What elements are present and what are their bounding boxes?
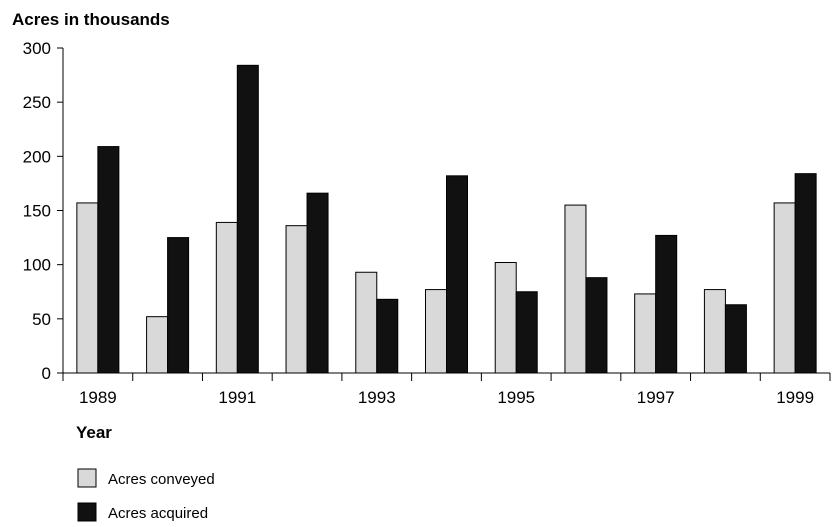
bar-acres-acquired-1993 (376, 298, 399, 374)
y-tick-label: 200 (23, 147, 51, 166)
bar-acres-conveyed-1990 (146, 316, 169, 374)
bar-acres-acquired-1989 (97, 146, 120, 374)
bar-acres-acquired-1999 (794, 173, 817, 374)
bar-acres-conveyed-1994 (425, 289, 447, 374)
legend-label: Acres conveyed (108, 471, 215, 488)
y-tick-label: 300 (23, 39, 51, 58)
legend-swatch (77, 468, 97, 488)
y-axis-title: Acres in thousands (12, 10, 170, 29)
bar-acres-conveyed-1998 (703, 289, 726, 374)
bar-acres-conveyed-1997 (634, 293, 657, 374)
x-tick-label: 1991 (218, 388, 256, 407)
bar-acres-acquired-1998 (724, 304, 747, 374)
x-tick-label: 1999 (776, 388, 814, 407)
x-tick-label: 1993 (358, 388, 396, 407)
bar-acres-acquired-1995 (515, 291, 538, 374)
bar-acres-acquired-1991 (236, 64, 259, 374)
x-tick-label: 1997 (637, 388, 675, 407)
bar-acres-conveyed-1999 (773, 202, 796, 374)
bar-acres-conveyed-1995 (494, 262, 517, 374)
y-tick-label: 0 (42, 364, 51, 383)
x-axis-title: Year (76, 423, 112, 442)
bar-acres-acquired-1997 (655, 234, 678, 374)
bar-acres-acquired-1992 (306, 192, 329, 374)
bar-acres-acquired-1996 (585, 277, 608, 374)
bar-acres-conveyed-1992 (285, 225, 308, 374)
x-tick-label: 1989 (79, 388, 117, 407)
y-tick-label: 50 (32, 310, 51, 329)
bar-acres-conveyed-1996 (564, 204, 587, 374)
legend-label: Acres acquired (108, 505, 208, 522)
x-tick-label: 1995 (497, 388, 535, 407)
bar-acres-conveyed-1991 (215, 221, 238, 374)
legend: Acres conveyed Acres acquired (77, 468, 215, 522)
bar-acres-conveyed-1989 (76, 202, 99, 374)
y-tick-label: 100 (23, 256, 51, 275)
bars (76, 64, 817, 374)
x-axis: 1989 1991 1993 1995 1997 1999 (62, 372, 831, 407)
y-tick-label: 250 (23, 93, 51, 112)
legend-swatch (77, 502, 97, 522)
y-tick-label: 150 (23, 202, 51, 221)
y-axis: 0 50 100 150 200 250 300 (23, 39, 64, 383)
bar-acres-acquired-1990 (167, 237, 190, 374)
bar-acres-acquired-1994 (446, 175, 468, 374)
bar-acres-conveyed-1993 (355, 271, 378, 374)
